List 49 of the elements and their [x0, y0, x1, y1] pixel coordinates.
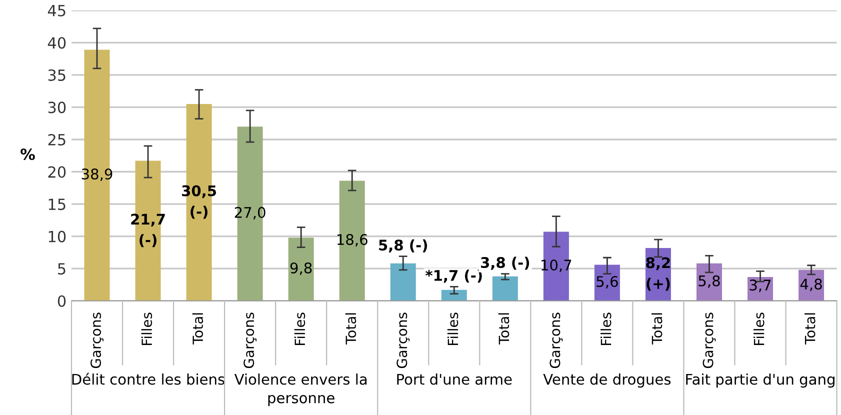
x-tick-label: Total	[498, 313, 510, 344]
x-tick-label: Total	[652, 313, 662, 344]
text: Violence envers la personne	[234, 374, 367, 406]
x-tick-label: Filles	[294, 312, 306, 345]
y-tick-label: 40	[48, 37, 66, 49]
data-label: 4,8	[800, 278, 822, 292]
data-label: 5,8 (-)	[379, 239, 428, 252]
bar	[492, 276, 518, 301]
y-tick-label: 45	[48, 5, 66, 16]
text: Délit contre les biens	[72, 372, 224, 385]
bar	[441, 290, 467, 301]
y-tick-label: 30	[48, 102, 66, 114]
x-tick-label: Filles	[754, 312, 764, 345]
x-tick-label: Garçons	[90, 312, 104, 368]
bar	[288, 238, 314, 301]
data-label: *1,7 (-)	[425, 270, 482, 283]
x-tick-label: Total	[192, 313, 204, 344]
x-tick-label: Total	[804, 313, 816, 344]
data-label: 10,7	[542, 260, 572, 272]
y-tick-label: 25	[48, 134, 66, 146]
data-label: 8,2 (+)	[646, 257, 670, 291]
x-tick-label: Garçons	[244, 312, 257, 368]
text: Port d'une arme	[397, 374, 512, 385]
x-tick-label: Filles	[141, 312, 152, 345]
data-label: 3,7	[750, 280, 771, 292]
data-label: 5,8	[698, 275, 720, 288]
x-tick-label: Garçons	[550, 312, 563, 368]
x-tick-label: Garçons	[396, 312, 410, 368]
bar	[798, 270, 824, 301]
y-tick-label: 10	[48, 230, 66, 242]
y-axis-title: %	[20, 148, 35, 160]
data-label: 5,6	[596, 276, 618, 289]
x-tick-label: Filles	[447, 312, 458, 345]
y-tick-label: 0	[58, 295, 66, 307]
y-tick-label: 15	[48, 198, 66, 210]
y-tick-label: 20	[48, 166, 66, 178]
text: Fait partie d'un gang	[686, 374, 834, 388]
text: Vente de drogues	[543, 374, 671, 388]
x-tick-label: Total	[345, 313, 356, 344]
bar	[748, 276, 774, 301]
bar	[594, 264, 620, 301]
bar	[390, 263, 416, 301]
x-tick-label: Filles	[600, 312, 612, 345]
x-tick-label: Garçons	[702, 312, 716, 368]
data-label: 3,8 (-)	[480, 256, 530, 270]
bar	[696, 263, 722, 301]
y-tick-label: 35	[48, 69, 66, 81]
y-tick-label: 5	[58, 263, 66, 275]
data-label: 9,8	[290, 262, 312, 275]
